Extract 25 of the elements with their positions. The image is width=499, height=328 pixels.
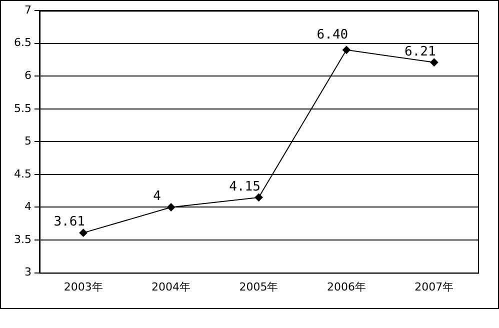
data-label: 6.40: [316, 27, 348, 42]
y-tick-label: 7: [24, 3, 32, 16]
data-label: 6.21: [404, 44, 436, 60]
y-tick-label: 4: [24, 200, 32, 214]
x-tick-label: 2003年: [64, 280, 103, 294]
y-tick-label: 5: [24, 134, 32, 148]
x-tick-label: 2005年: [239, 280, 278, 294]
data-label: 3.61: [54, 214, 85, 230]
frame: 2003年 2004年 2005年 2006年 2007年 3 3.5 4 4.5 5 5.5 6 6.5 7 3.61 4 4.15 6.40 6.21: [0, 0, 499, 309]
x-tick-label: 2006年: [326, 280, 366, 294]
x-tick-label: 2004年: [152, 280, 191, 294]
data-label: 4: [153, 189, 162, 204]
y-tick-label: 6: [24, 69, 32, 82]
point: [430, 58, 438, 66]
x-tick-label: 2007年: [414, 280, 454, 294]
point: [342, 46, 350, 54]
y-tick-label: 3: [24, 266, 32, 279]
point: [254, 193, 263, 202]
point: [79, 228, 88, 237]
y-tick-label: 5.5: [14, 102, 32, 115]
y-tick-label: 3.5: [14, 232, 32, 246]
y-tick-label: 6.5: [14, 36, 32, 50]
y-tick-label: 4.5: [14, 167, 32, 180]
data-label: 4.15: [229, 179, 260, 194]
point: [167, 203, 176, 212]
